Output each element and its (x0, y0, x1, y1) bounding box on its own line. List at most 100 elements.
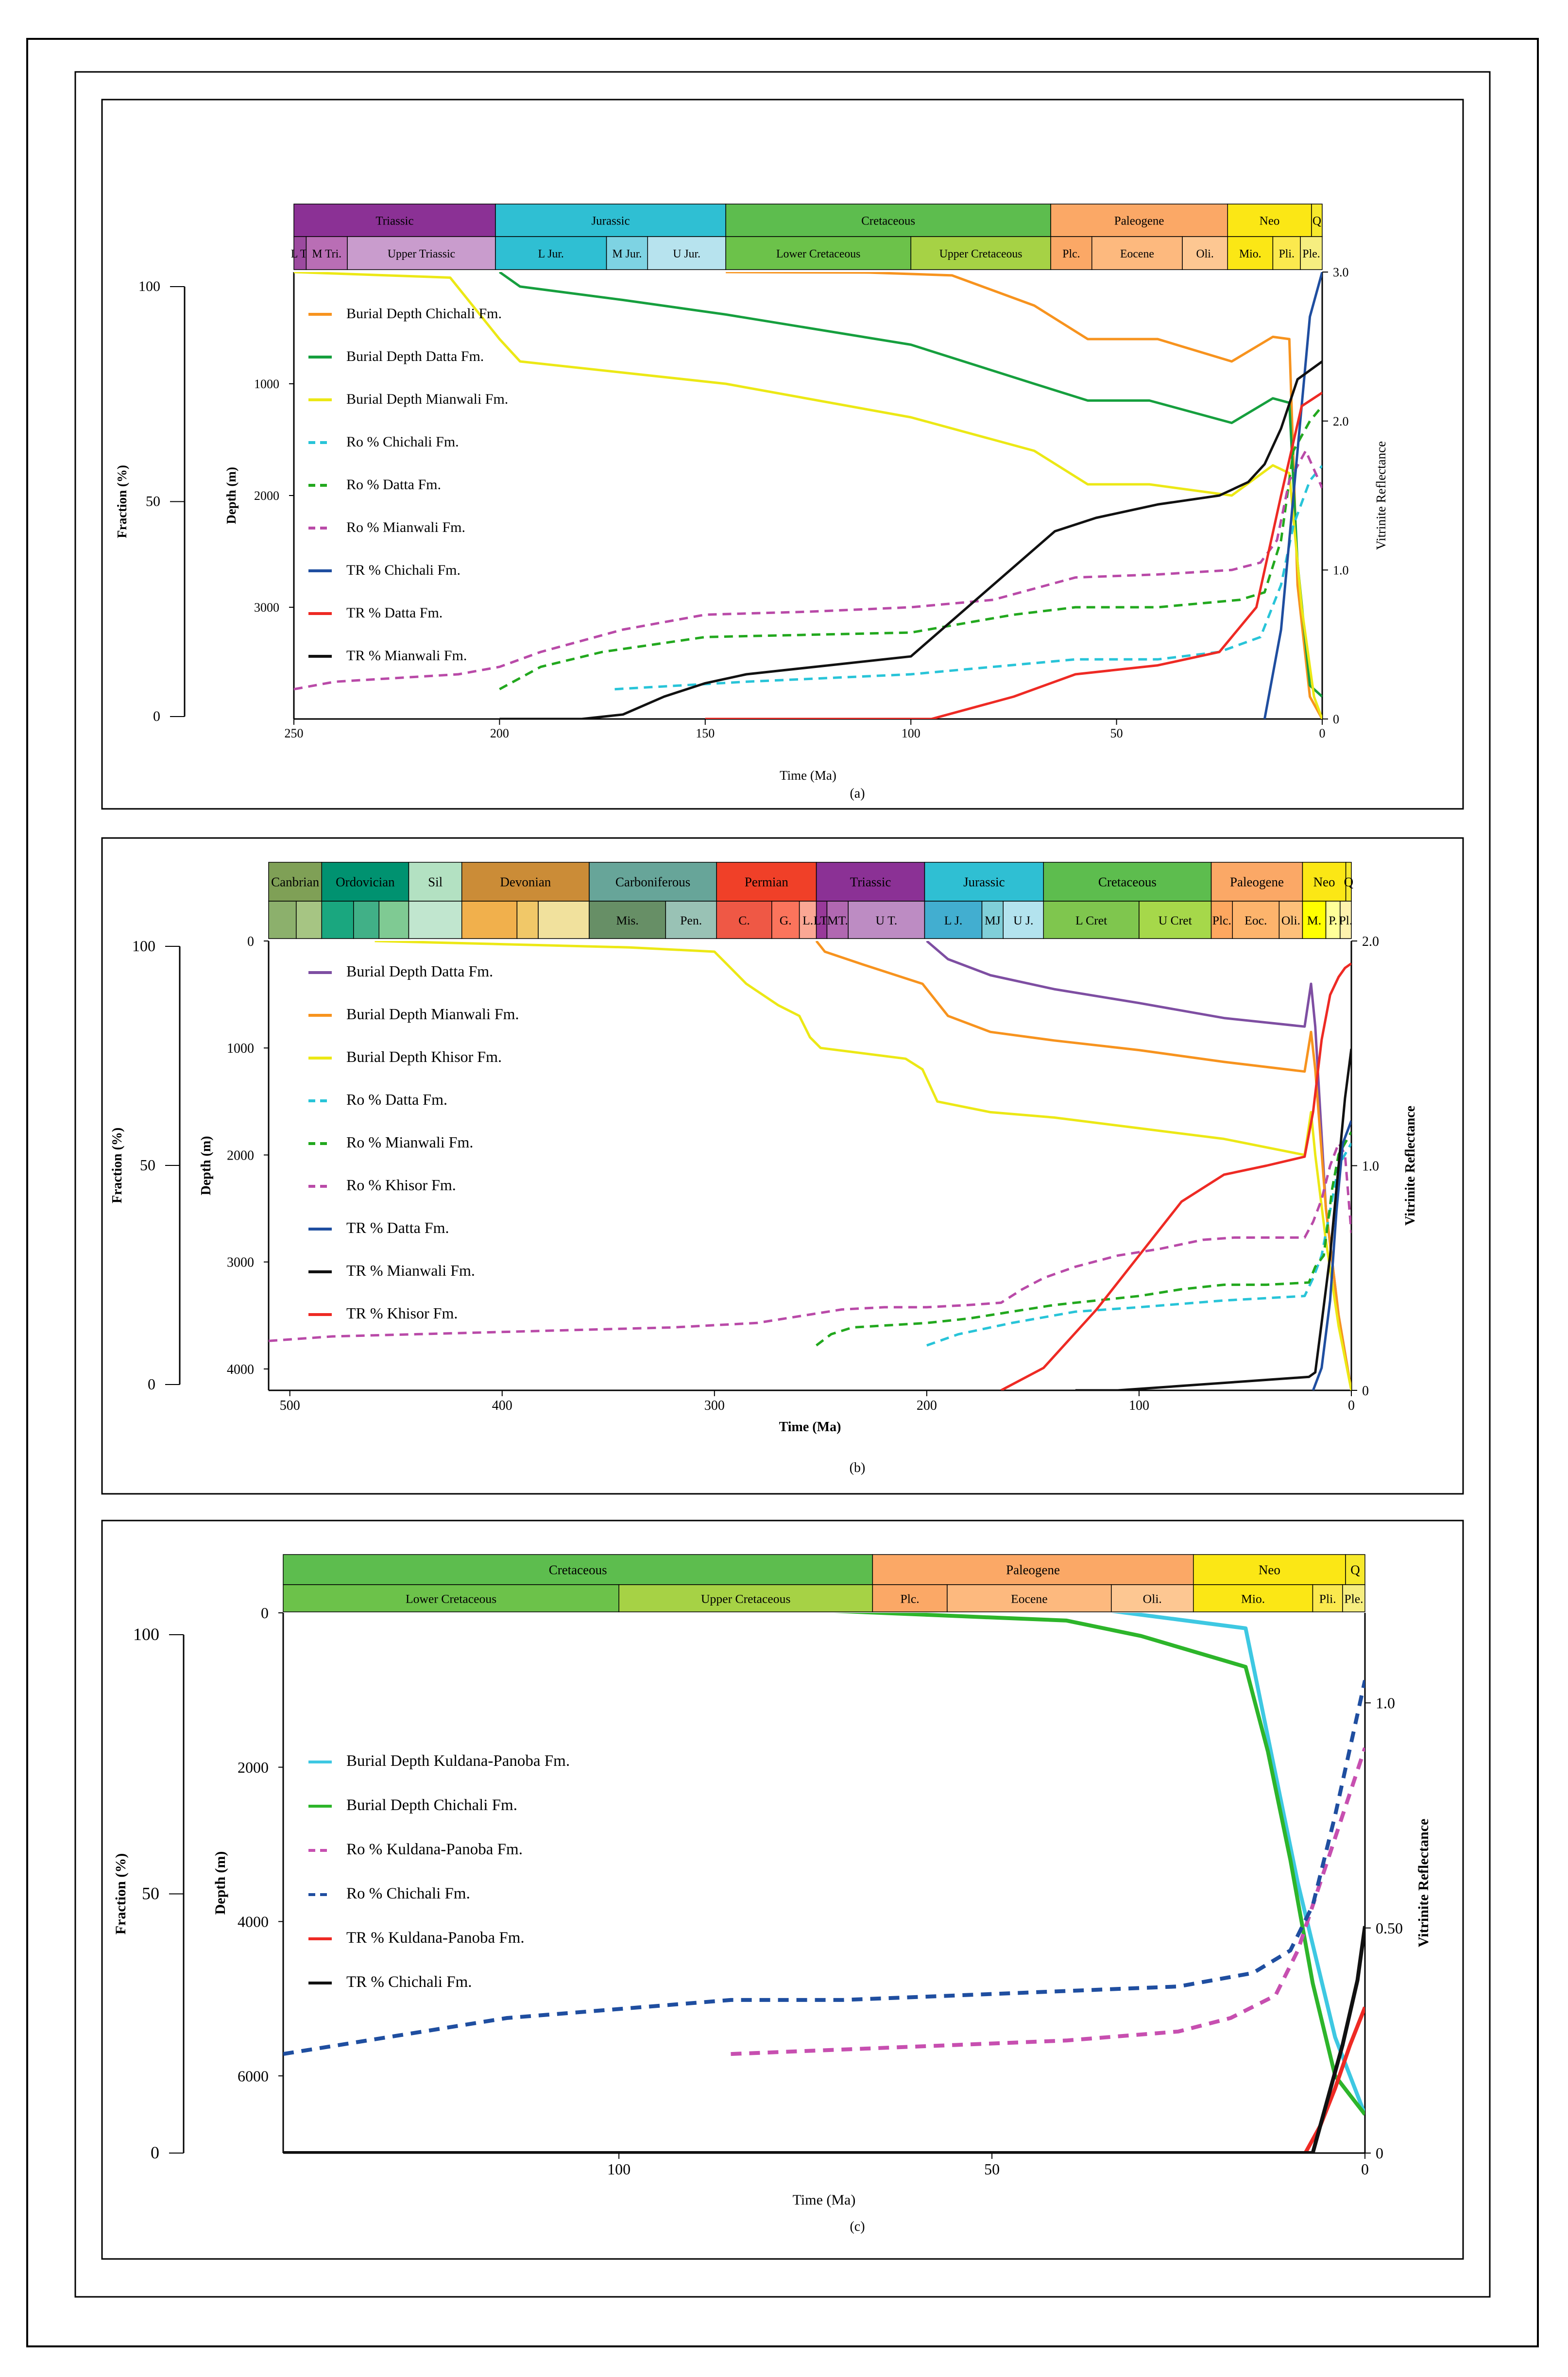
epoch-label-mt-b: MT. (827, 913, 848, 927)
epoch-19-b (1003, 901, 1044, 939)
depth-tick-label-3000-b: 3000 (227, 1255, 254, 1270)
series-tr-datta-fm-a (705, 392, 1322, 719)
x-tick-label-50-c: 50 (984, 2160, 1000, 2178)
x-tick-label-0-a: 0 (1319, 726, 1326, 740)
legend-label-burial-depth-chichali-fm-c: Burial Depth Chichali Fm. (346, 1796, 517, 1814)
series-ro-chichali-fm-c (283, 1680, 1365, 2056)
legend-label-ro-chichali-fm-c: Ro % Chichali Fm. (346, 1885, 470, 1902)
depth-tick-label-2000-b: 2000 (227, 1148, 254, 1163)
period-cretaceous-b (1043, 862, 1212, 902)
period-neo-b (1302, 862, 1346, 902)
legend-label-ro-khisor-fm-b: Ro % Khisor Fm. (346, 1176, 456, 1194)
epoch-label-mio-a: Mio. (1239, 248, 1261, 260)
epoch-label-m-jur-a: M Jur. (613, 248, 642, 260)
epoch-2-a (347, 236, 496, 270)
fraction-axis-title-a: Fraction (%) (115, 465, 129, 538)
series-group-b (269, 941, 1351, 1390)
epoch-label-l-jur-a: L Jur. (538, 248, 564, 260)
period-label-neo-b: Neo (1313, 874, 1335, 889)
epoch-7-c (1342, 1584, 1365, 1612)
series-burial-depth-chichali-fm-c (833, 1613, 1365, 2116)
period-label-triassic-b: Triassic (850, 874, 891, 889)
epoch-11-b (716, 901, 772, 939)
period-label-ordovician-b: Ordovician (336, 874, 395, 889)
epoch-4-c (1111, 1584, 1194, 1612)
epoch-25-b (1302, 901, 1327, 939)
epoch-12-a (1272, 236, 1301, 270)
ro-axis-title-c: Vitrinite Reflectance (1415, 1819, 1432, 1948)
period-label-triassic-a: Triassic (375, 214, 413, 227)
period-triassic-a (293, 204, 496, 237)
epoch-13-b (799, 901, 817, 939)
epoch-10-b (665, 901, 717, 939)
epoch-label-mj-b: MJ (985, 913, 1001, 927)
ro-tick-label-0-c: 0 (1376, 2144, 1383, 2162)
epoch-5-b (408, 901, 462, 939)
series-group-c (283, 1613, 1365, 2153)
depth-tick-label-4000-b: 4000 (227, 1362, 254, 1377)
period-cretaceous-c (283, 1554, 873, 1585)
period-label-canbrian-b: Canbrian (271, 874, 319, 889)
epoch-8-a (1050, 236, 1092, 270)
series-tr-chichali-fm-a (1263, 272, 1322, 719)
series-ro-datta-fm-a (499, 405, 1322, 690)
legend-label-burial-depth-datta-fm-b: Burial Depth Datta Fm. (346, 962, 493, 980)
epoch-22-b (1210, 901, 1233, 939)
fraction-tick-label-50-b: 50 (140, 1156, 155, 1174)
x-tick-label-250-a: 250 (285, 726, 304, 740)
ro-axis-title-a: Vitrinite Reflectance (1374, 441, 1388, 550)
series-burial-depth-kuldana-panoba-fm-c (1111, 1613, 1365, 2116)
epoch-18-b (981, 901, 1004, 939)
epoch-9-a (1091, 236, 1183, 270)
legend-label-tr-chichali-fm-a: TR % Chichali Fm. (346, 562, 460, 578)
epoch-label-u-cret-b: U Cret (1159, 913, 1192, 927)
epoch-label-eoc-b: Eoc. (1244, 913, 1267, 927)
epoch-label-l-cret-b: L Cret (1075, 913, 1107, 927)
fraction-tick-label-0-c: 0 (151, 2143, 159, 2162)
ro-tick-label-1-b: 1.0 (1362, 1159, 1379, 1174)
legend-label-tr-chichali-fm-c: TR % Chichali Fm. (346, 1973, 472, 1991)
period-q-c (1345, 1554, 1365, 1585)
ro-tick-label-2-c: 1.0 (1376, 1694, 1395, 1712)
x-tick-label-100-a: 100 (902, 726, 920, 740)
depth-tick-label-1000-a: 1000 (254, 377, 279, 391)
period-paleogene-a (1050, 204, 1228, 237)
epoch-4-a (606, 236, 648, 270)
epoch-12-b (771, 901, 800, 939)
period-canbrian-b (268, 862, 323, 902)
epoch-label-plc-c: Plc. (901, 1591, 920, 1606)
epoch-label-pli-c: Pli. (1319, 1591, 1336, 1606)
depth-tick-label-6000-c: 6000 (238, 2067, 269, 2085)
epoch-label-u-jur-a: U Jur. (673, 248, 700, 260)
period-neo-c (1193, 1554, 1346, 1585)
epoch-16-b (848, 901, 925, 939)
epoch-6-a (725, 236, 911, 270)
x-tick-label-150-a: 150 (696, 726, 715, 740)
ro-tick-label-1-c: 0.50 (1376, 1919, 1403, 1937)
x-tick-label-400-b: 400 (492, 1398, 512, 1413)
epoch-5-a (647, 236, 726, 270)
epoch-9-b (589, 901, 666, 939)
period-label-devonian-b: Devonian (500, 874, 551, 889)
series-burial-depth-datta-fm-b (926, 941, 1351, 1390)
series-tr-chichali-fm-c (283, 1926, 1365, 2153)
series-group-a (294, 272, 1322, 719)
panel-a-caption: (a) (850, 786, 865, 801)
series-burial-depth-khisor-fm-b (375, 941, 1351, 1390)
series-burial-depth-mianwali-fm-a (294, 272, 1322, 719)
series-burial-depth-datta-fm-a (498, 272, 1322, 698)
epoch-label-pen-b: Pen. (680, 913, 702, 927)
epoch-24-b (1278, 901, 1303, 939)
fraction-tick-label-100-b: 100 (132, 937, 155, 955)
x-axis-title-a: Time (Ma) (780, 768, 836, 783)
fraction-axis-title-b: Fraction (%) (110, 1128, 125, 1203)
depth-axis-title-a: Depth (m) (224, 467, 239, 524)
x-tick-label-200-b: 200 (917, 1398, 937, 1413)
epoch-1-a (306, 236, 348, 270)
period-label-jurassic-b: Jurassic (963, 874, 1005, 889)
fraction-tick-label-0-b: 0 (148, 1375, 155, 1393)
period-label-cretaceous-c: Cretaceous (549, 1562, 607, 1577)
epoch-label-p-b: P. (1329, 913, 1337, 927)
epoch-3-c (947, 1584, 1112, 1612)
